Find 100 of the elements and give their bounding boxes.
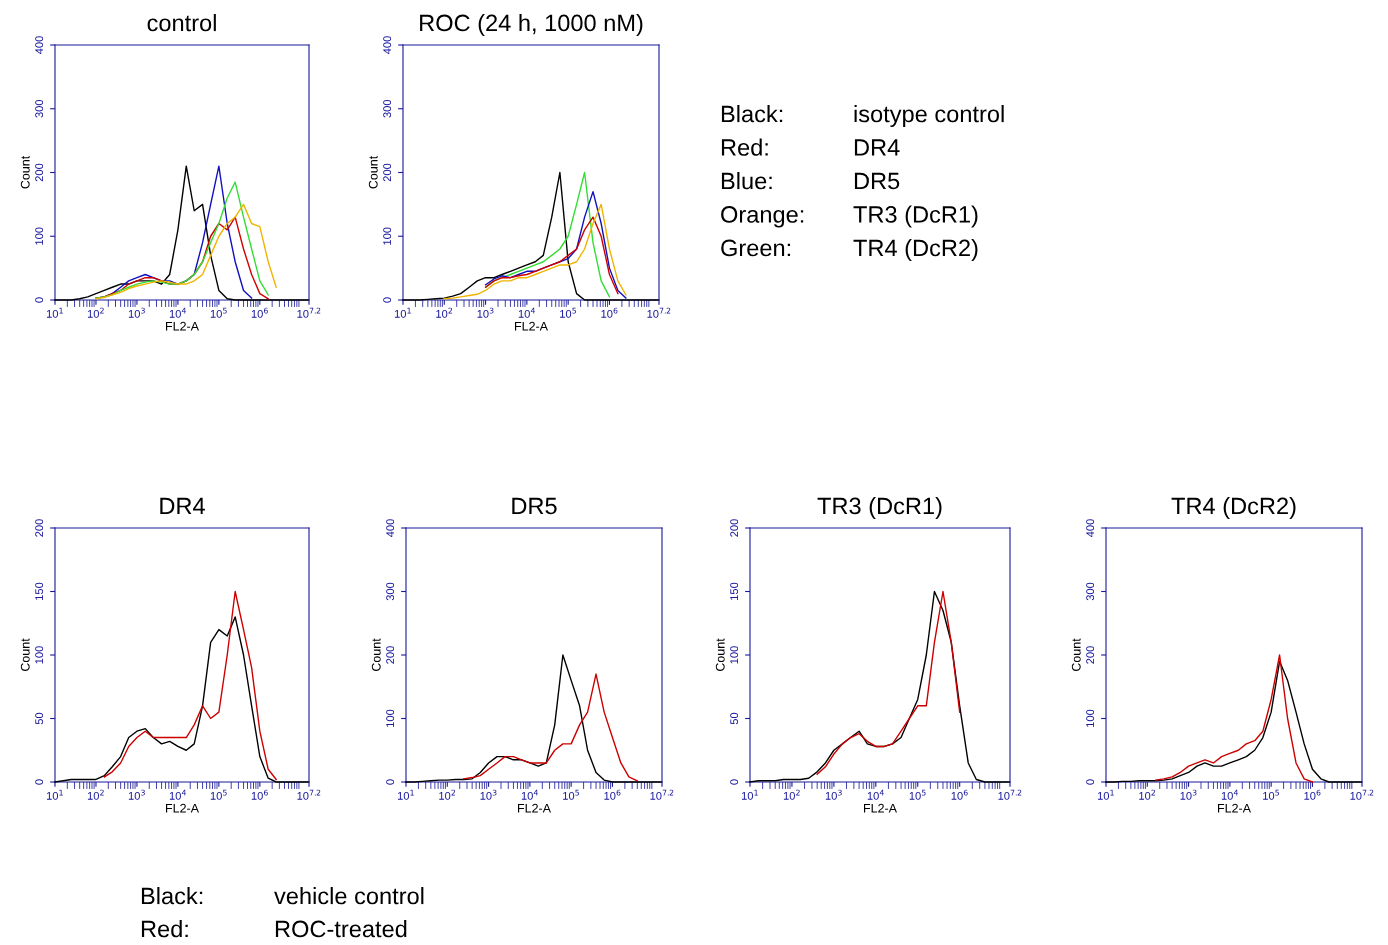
- x-tick-label: 10$^{5}$: [1263, 789, 1280, 800]
- y-tick-label: 100: [383, 227, 392, 245]
- text: isotype control: [854, 105, 1004, 127]
- x-axis-title: FL2-A: [1218, 803, 1251, 813]
- x-tick-label: 10$^{4}$: [867, 789, 884, 800]
- line-series: [103, 590, 277, 781]
- x-tick-label: 10$^{6}$: [601, 307, 618, 318]
- x-tick-label: 10$^{7.2}$: [650, 789, 674, 800]
- y-tick-label: 0: [35, 779, 44, 785]
- x-tick-label: 10$^{7.2}$: [1350, 789, 1374, 800]
- line-series: [443, 203, 627, 300]
- y-tick-label: 200: [383, 163, 392, 182]
- y-tick-label: 400: [383, 36, 392, 55]
- text: DR5: [854, 172, 900, 190]
- y-axis-title: Count: [715, 638, 725, 672]
- text: TR4 (DcR2): [853, 238, 978, 261]
- x-tick-label: 10$^{2}$: [87, 307, 104, 318]
- x-tick-label: 10$^{5}$: [210, 789, 227, 800]
- text: ROC-treated: [275, 919, 407, 938]
- y-axis-title: Count: [1071, 638, 1081, 672]
- x-tick-label: 10$^{2}$: [783, 789, 800, 800]
- text: Blue:: [721, 172, 772, 190]
- x-tick-label: 10$^{3}$: [128, 789, 145, 800]
- y-tick-label: 300: [1086, 582, 1095, 601]
- y-tick-label: 50: [730, 712, 739, 725]
- x-tick-label: 10$^{7.2}$: [297, 789, 321, 800]
- x-tick-label: 10$^{2}$: [439, 789, 456, 800]
- chart-title: DR5: [512, 497, 557, 515]
- x-tick-label: 10$^{1}$: [394, 307, 411, 318]
- x-tick-label: 10$^{5}$: [563, 789, 580, 800]
- text: Red:: [721, 138, 768, 156]
- x-axis-title: FL2-A: [166, 321, 199, 331]
- chart-title: DR4: [160, 497, 205, 515]
- y-tick-label: 300: [383, 99, 392, 118]
- y-tick-label: 400: [35, 36, 44, 55]
- y-tick-label: 200: [35, 519, 44, 537]
- x-tick-label: 10$^{1}$: [397, 789, 414, 800]
- line-series: [484, 216, 619, 295]
- x-tick-label: 10$^{2}$: [436, 307, 453, 318]
- x-tick-label: 10$^{1}$: [46, 789, 63, 800]
- x-tick-label: 10$^{3}$: [128, 307, 145, 318]
- y-tick-label: 400: [1086, 519, 1095, 538]
- x-tick-label: 10$^{2}$: [87, 789, 104, 800]
- y-tick-label: 200: [386, 646, 395, 664]
- x-tick-label: 10$^{3}$: [1180, 789, 1197, 800]
- line-series: [463, 673, 639, 782]
- y-tick-label: 150: [35, 582, 44, 600]
- chart-title: control: [147, 14, 216, 32]
- y-tick-label: 400: [386, 519, 395, 538]
- x-axis-title: FL2-A: [518, 803, 551, 813]
- x-tick-label: 10$^{7.2}$: [647, 307, 671, 318]
- x-tick-label: 10$^{1}$: [1097, 789, 1114, 800]
- y-axis-title: Count: [20, 638, 30, 672]
- y-tick-label: 200: [35, 163, 44, 182]
- line-series: [1155, 654, 1314, 783]
- chart-title: TR4 (DcR2): [1171, 497, 1296, 519]
- text: Black:: [721, 105, 783, 123]
- x-tick-label: 10$^{1}$: [46, 307, 63, 318]
- chart-title: TR3 (DcR1): [817, 497, 942, 519]
- text: Red:: [141, 919, 188, 938]
- y-tick-label: 50: [35, 712, 44, 725]
- text: Green:: [721, 239, 791, 257]
- y-tick-label: 300: [386, 582, 395, 601]
- y-tick-label: 100: [1086, 709, 1095, 727]
- text: DR4: [854, 139, 900, 156]
- y-tick-label: 0: [35, 297, 44, 303]
- y-axis-title: Count: [371, 638, 381, 672]
- y-tick-label: 100: [35, 646, 44, 664]
- x-tick-label: 10$^{3}$: [477, 307, 494, 318]
- x-tick-label: 10$^{2}$: [1139, 789, 1156, 800]
- x-tick-label: 10$^{7.2}$: [998, 789, 1022, 800]
- y-tick-label: 0: [386, 779, 395, 785]
- x-tick-label: 10$^{3}$: [825, 789, 842, 800]
- x-tick-label: 10$^{5}$: [210, 307, 227, 318]
- x-axis-title: FL2-A: [515, 321, 548, 331]
- text: Black:: [141, 886, 203, 905]
- x-axis-title: FL2-A: [166, 803, 199, 813]
- x-tick-label: 10$^{4}$: [169, 789, 186, 800]
- text: TR3 (DcR1): [853, 205, 978, 228]
- x-tick-label: 10$^{7.2}$: [297, 307, 321, 318]
- y-axis-title: Count: [20, 155, 30, 189]
- x-tick-label: 10$^{5}$: [909, 789, 926, 800]
- y-tick-label: 150: [730, 582, 739, 600]
- y-tick-label: 0: [730, 779, 739, 785]
- x-tick-label: 10$^{6}$: [604, 789, 621, 800]
- y-tick-label: 100: [386, 709, 395, 727]
- x-tick-label: 10$^{6}$: [251, 789, 268, 800]
- line-series: [816, 590, 961, 776]
- y-tick-label: 200: [1086, 646, 1095, 664]
- text: vehicle control: [274, 886, 424, 905]
- y-tick-label: 0: [1086, 779, 1095, 785]
- x-tick-label: 10$^{4}$: [521, 789, 538, 800]
- y-tick-label: 0: [383, 297, 392, 303]
- x-tick-label: 10$^{6}$: [951, 789, 968, 800]
- x-axis-title: FL2-A: [864, 803, 897, 813]
- y-tick-label: 200: [730, 519, 739, 537]
- x-tick-label: 10$^{3}$: [480, 789, 497, 800]
- text: Orange:: [721, 206, 804, 228]
- chart-title: ROC (24 h, 1000 nM): [420, 14, 643, 36]
- x-tick-label: 10$^{1}$: [741, 789, 758, 800]
